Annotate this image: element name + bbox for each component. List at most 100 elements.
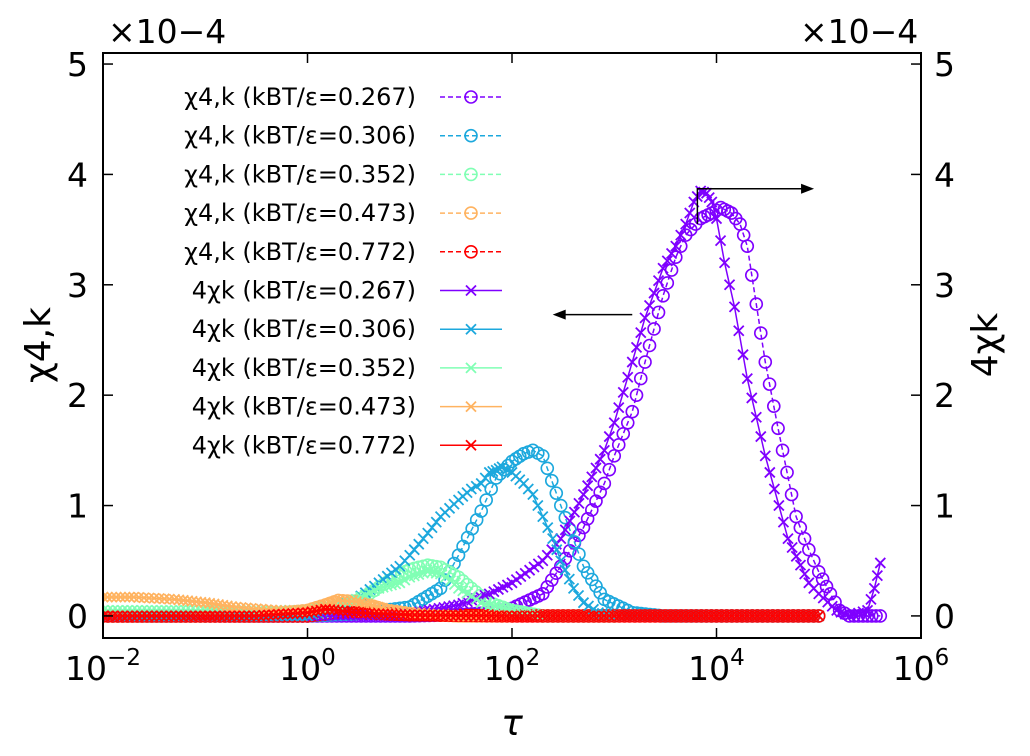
- data-point: [542, 521, 554, 534]
- data-point: [114, 591, 127, 603]
- data-point: [625, 404, 640, 419]
- data-point: [618, 610, 631, 622]
- data-point: [718, 257, 731, 269]
- data-point: [531, 610, 544, 622]
- data-point: [119, 591, 131, 603]
- data-point: [782, 533, 794, 545]
- data-point: [777, 516, 790, 528]
- data-point: [475, 477, 487, 490]
- legend-marker: [465, 323, 477, 335]
- data-point: [563, 573, 575, 585]
- data-point: [768, 483, 780, 495]
- data-point: [629, 388, 644, 402]
- data-point: [549, 486, 564, 500]
- x-tick-label: 106: [893, 645, 950, 688]
- data-point: [576, 559, 591, 574]
- data-point: [555, 555, 567, 567]
- legend-marker: [464, 206, 478, 220]
- data-point: [485, 610, 498, 622]
- legend-label: 4χk (kBT/ε=0.772): [192, 431, 416, 459]
- data-point: [301, 606, 314, 619]
- data-point: [649, 610, 661, 622]
- data-point: [749, 297, 764, 311]
- data-point: [490, 464, 502, 476]
- data-point: [815, 572, 830, 586]
- data-point: [455, 609, 467, 622]
- x-tick-label: 10−2: [65, 645, 141, 688]
- legend-entry: χ4,k (kBT/ε=0.473): [184, 199, 502, 227]
- data-point: [209, 610, 221, 622]
- data-point: [782, 610, 794, 622]
- x-tick-label: 102: [484, 645, 541, 688]
- data-point: [364, 607, 376, 619]
- data-point: [544, 573, 559, 587]
- data-point: [557, 610, 569, 622]
- y-axis-label-left: χ4,k: [18, 307, 59, 383]
- data-point: [684, 207, 696, 219]
- data-point: [819, 579, 834, 594]
- data-point: [590, 462, 602, 474]
- data-point: [572, 610, 585, 622]
- y-multiplier-left: ×10−4: [108, 12, 226, 51]
- data-point: [341, 605, 353, 618]
- legend-label: χ4,k (kBT/ε=0.352): [184, 160, 416, 188]
- data-point: [597, 476, 612, 491]
- data-point: [350, 595, 362, 608]
- data-point: [103, 591, 109, 603]
- data-point: [661, 255, 673, 267]
- data-point: [644, 610, 656, 622]
- data-point: [332, 604, 344, 617]
- legend-entry: χ4,k (kBT/ε=0.306): [184, 122, 502, 150]
- data-point: [373, 582, 385, 594]
- legend-marker: [465, 400, 477, 413]
- data-point: [233, 610, 246, 622]
- data-point: [535, 449, 550, 463]
- data-point: [512, 449, 527, 464]
- data-point: [158, 593, 170, 605]
- data-point: [874, 557, 886, 569]
- data-point: [337, 595, 349, 607]
- data-point: [287, 607, 299, 620]
- plot-area: [103, 185, 888, 623]
- y-tick-label-left: 3: [67, 266, 88, 305]
- data-point: [272, 608, 284, 621]
- data-point: [772, 610, 784, 622]
- data-point: [657, 262, 669, 274]
- data-point: [445, 609, 457, 621]
- data-point: [537, 610, 549, 622]
- data-point: [253, 609, 265, 622]
- data-point: [563, 523, 577, 537]
- y-tick-label-right: 5: [934, 45, 955, 84]
- data-point: [170, 610, 182, 622]
- legend-entry: χ4,k (kBT/ε=0.267): [184, 83, 502, 111]
- data-point: [189, 610, 202, 622]
- data-point: [146, 610, 158, 622]
- data-point: [547, 533, 559, 545]
- data-point: [399, 609, 411, 621]
- y-tick-label-right: 2: [934, 376, 955, 415]
- data-point: [629, 610, 641, 622]
- data-point: [680, 610, 692, 622]
- data-point: [110, 591, 122, 603]
- data-point: [864, 609, 879, 623]
- series-group: [103, 185, 888, 623]
- series-4chi-0.772: [103, 603, 825, 622]
- data-point: [741, 610, 753, 622]
- data-point: [470, 593, 482, 606]
- data-point: [586, 471, 598, 483]
- data-point: [714, 235, 727, 247]
- data-point: [633, 371, 648, 386]
- legend-label: χ4,k (kBT/ε=0.772): [184, 238, 416, 266]
- data-point: [799, 568, 811, 580]
- data-point: [315, 604, 327, 616]
- data-point: [767, 610, 779, 622]
- data-point: [598, 444, 610, 456]
- y-tick-label-right: 1: [934, 487, 955, 526]
- data-point: [475, 609, 487, 622]
- data-point: [784, 487, 799, 502]
- data-point: [567, 535, 582, 549]
- legend-entry: 4χk (kBT/ε=0.352): [192, 354, 502, 382]
- data-point: [790, 550, 802, 562]
- data-point: [542, 610, 554, 622]
- data-point: [511, 610, 523, 622]
